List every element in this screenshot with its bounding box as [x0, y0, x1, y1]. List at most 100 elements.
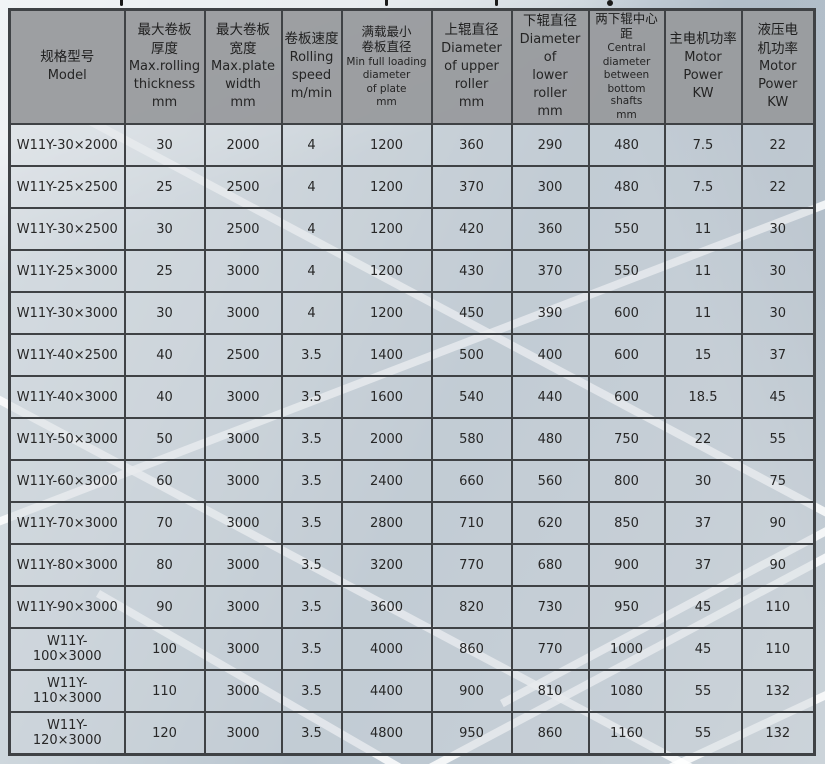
header-line: thickness — [133, 77, 196, 93]
value-cell-lower: 770 — [510, 627, 590, 671]
value-cell-central: 850 — [587, 501, 666, 545]
table-row: W11Y-60×3000 60 3000 3.5 2400 660 560 800 30 75 — [8, 459, 816, 503]
value-cell-speed: 3.5 — [280, 501, 343, 545]
cropped-text-fragment — [607, 0, 613, 6]
model-cell: W11Y-30×2500 — [8, 207, 126, 251]
model-cell: W11Y-120×3000 — [8, 711, 126, 756]
value-cell-lower: 390 — [510, 291, 590, 335]
value-cell-width: 2500 — [203, 333, 283, 377]
table-row: W11Y-40×3000 40 3000 3.5 1600 540 440 600 18.5 45 — [8, 375, 816, 419]
header-line: 下辊直径 — [523, 13, 577, 30]
value-cell-min-dia: 1200 — [340, 249, 433, 293]
header-line: of — [543, 49, 557, 65]
value-cell-thickness: 30 — [123, 123, 206, 167]
cropped-text-fragment — [385, 0, 388, 6]
value-cell-width: 3000 — [203, 501, 283, 545]
value-cell-width: 3000 — [203, 459, 283, 503]
value-cell-speed: 3.5 — [280, 543, 343, 587]
header-line: mm — [537, 103, 563, 119]
header-line: m/min — [290, 85, 333, 101]
header-cell-speed: 卷板速度 Rolling speed m/min — [280, 8, 343, 125]
model-cell: W11Y-30×2000 — [8, 123, 126, 167]
header-line: Max.rolling — [128, 59, 201, 75]
header-line: mm — [151, 94, 178, 110]
header-line: Motor — [684, 49, 722, 65]
value-cell-central: 480 — [587, 123, 666, 167]
value-cell-lower: 560 — [510, 459, 590, 503]
value-cell-central: 950 — [587, 585, 666, 629]
value-cell-motor: 11 — [663, 249, 743, 293]
header-line: 卷板直径 — [361, 39, 412, 55]
header-line: Model — [47, 67, 87, 83]
value-cell-central: 480 — [587, 165, 666, 209]
value-cell-min-dia: 1600 — [340, 375, 433, 419]
model-cell: W11Y-80×3000 — [8, 543, 126, 587]
value-cell-min-dia: 1400 — [340, 333, 433, 377]
value-cell-thickness: 30 — [123, 291, 206, 335]
value-cell-width: 3000 — [203, 291, 283, 335]
value-cell-width: 3000 — [203, 585, 283, 629]
header-line: Central — [607, 42, 646, 55]
header-line: Max.plate — [211, 59, 275, 75]
value-cell-motor: 30 — [663, 459, 743, 503]
table-row: W11Y-110×3000 110 3000 3.5 4400 900 810 1080 55 1… — [8, 669, 816, 713]
value-cell-upper: 710 — [430, 501, 513, 545]
value-cell-lower: 300 — [510, 165, 590, 209]
model-cell: W11Y-100×3000 — [8, 627, 126, 671]
model-cell: W11Y-50×3000 — [8, 417, 126, 461]
cropped-text-fragment — [120, 0, 123, 6]
value-cell-speed: 3.5 — [280, 459, 343, 503]
header-line: between — [603, 69, 650, 82]
value-cell-hydraulic: 75 — [740, 459, 816, 503]
value-cell-min-dia: 3600 — [340, 585, 433, 629]
value-cell-min-dia: 2000 — [340, 417, 433, 461]
table-row: W11Y-90×3000 90 3000 3.5 3600 820 730 950 45 110 — [8, 585, 816, 629]
value-cell-upper: 950 — [430, 711, 513, 756]
value-cell-width: 2000 — [203, 123, 283, 167]
header-line: Diameter — [519, 31, 581, 47]
table-row: W11Y-70×3000 70 3000 3.5 2800 710 620 850 37 90 — [8, 501, 816, 545]
header-line: of plate — [366, 82, 407, 95]
value-cell-speed: 3.5 — [280, 375, 343, 419]
value-cell-central: 800 — [587, 459, 666, 503]
header-line: Diameter — [441, 40, 502, 56]
model-cell: W11Y-90×3000 — [8, 585, 126, 629]
value-cell-thickness: 50 — [123, 417, 206, 461]
model-cell: W11Y-60×3000 — [8, 459, 126, 503]
value-cell-upper: 360 — [430, 123, 513, 167]
header-line: Power — [758, 77, 798, 93]
table-row: W11Y-30×2500 30 2500 4 1200 420 360 550 11 30 — [8, 207, 816, 251]
value-cell-speed: 3.5 — [280, 417, 343, 461]
value-cell-motor: 37 — [663, 501, 743, 545]
value-cell-upper: 370 — [430, 165, 513, 209]
value-cell-thickness: 25 — [123, 249, 206, 293]
value-cell-central: 600 — [587, 375, 666, 419]
header-line: Min full loading — [346, 55, 427, 68]
value-cell-min-dia: 2800 — [340, 501, 433, 545]
value-cell-thickness: 25 — [123, 165, 206, 209]
value-cell-speed: 4 — [280, 291, 343, 335]
header-cell-lower: 下辊直径 Diameter of lower roller mm — [510, 8, 590, 125]
table-row: W11Y-30×3000 30 3000 4 1200 450 390 600 11 30 — [8, 291, 816, 335]
header-line: 机功率 — [757, 40, 799, 57]
value-cell-speed: 3.5 — [280, 585, 343, 629]
value-cell-upper: 450 — [430, 291, 513, 335]
value-cell-hydraulic: 132 — [740, 711, 816, 756]
value-cell-hydraulic: 30 — [740, 249, 816, 293]
value-cell-hydraulic: 132 — [740, 669, 816, 713]
value-cell-central: 1080 — [587, 669, 666, 713]
value-cell-central: 550 — [587, 207, 666, 251]
value-cell-min-dia: 1200 — [340, 123, 433, 167]
value-cell-central: 600 — [587, 291, 666, 335]
header-cell-hydraulic: 液压电 机功率 Motor Power KW — [740, 8, 816, 125]
value-cell-upper: 770 — [430, 543, 513, 587]
model-cell: W11Y-25×2500 — [8, 165, 126, 209]
value-cell-thickness: 40 — [123, 333, 206, 377]
value-cell-lower: 860 — [510, 711, 590, 756]
header-line: 主电机功率 — [669, 31, 737, 48]
header-cell-width: 最大卷板 宽度 Max.plate width mm — [203, 8, 283, 125]
header-line: 两下辊中心距 — [595, 11, 658, 41]
value-cell-motor: 45 — [663, 585, 743, 629]
value-cell-motor: 55 — [663, 669, 743, 713]
